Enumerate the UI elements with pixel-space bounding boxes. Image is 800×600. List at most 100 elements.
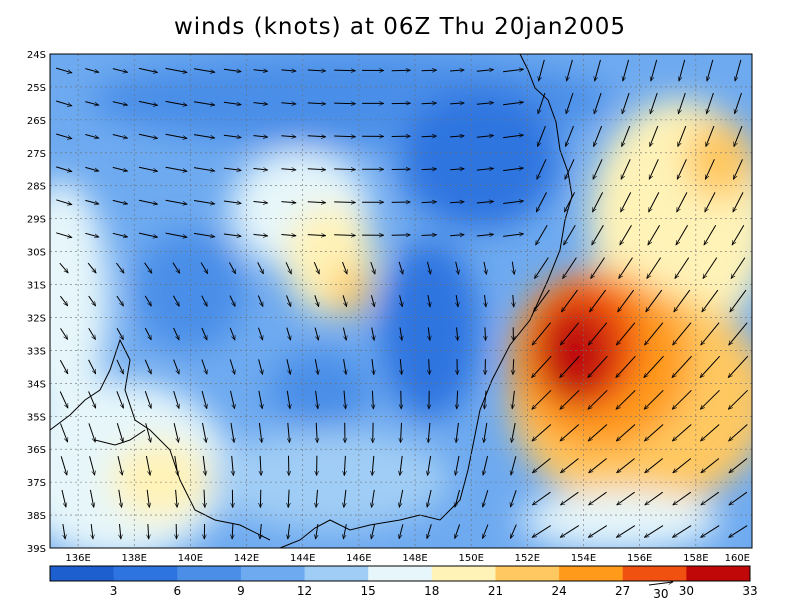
colorbar-swatch <box>622 566 687 581</box>
wind-arrow <box>566 92 574 114</box>
wind-arrow <box>342 327 346 341</box>
wind-arrow <box>193 167 215 171</box>
wind-arrow <box>400 327 402 341</box>
wind-arrow <box>200 262 209 274</box>
wind-arrow <box>165 232 188 237</box>
wind-arrow <box>334 70 355 71</box>
wind-arrow <box>229 327 235 340</box>
wind-arrow <box>588 389 608 409</box>
wind-arrow <box>672 355 692 377</box>
wind-arrow <box>532 525 551 538</box>
wind-arrow <box>707 59 714 81</box>
wind-arrow <box>88 359 97 374</box>
wind-arrow <box>675 224 689 245</box>
lat-tick-label: 36S <box>27 445 46 456</box>
wind-arrow <box>589 458 607 473</box>
wind-arrow <box>172 295 180 307</box>
lat-tick-label: 27S <box>27 149 46 160</box>
wind-arrow <box>701 525 720 538</box>
wind-arrow <box>648 192 660 212</box>
wind-arrow <box>537 125 546 147</box>
wind-arrow <box>483 455 488 475</box>
colorbar-swatch <box>686 566 751 581</box>
wind-arrow <box>428 455 432 475</box>
wind-arrow <box>485 294 487 307</box>
wind-arrow <box>701 322 720 345</box>
wind-arrow <box>676 159 687 179</box>
wind-arrow <box>622 92 630 114</box>
lat-tick-labels: 24S 25S 26S 27S 28S 29S 30S 31S 32S 33S 34S 35S 36S 3… <box>27 50 46 555</box>
wind-arrow <box>456 422 459 443</box>
lon-tick-label: 136E <box>65 553 90 564</box>
wind-arrow <box>532 389 552 409</box>
wind-arrow <box>533 289 550 312</box>
wind-arrow <box>201 390 207 409</box>
wind-arrow <box>343 359 347 374</box>
colorbar-label: 27 <box>615 584 630 598</box>
wind-arrow <box>138 67 158 72</box>
lon-tick-label: 138E <box>122 553 147 564</box>
wind-arrow <box>644 355 664 377</box>
wind-arrow <box>588 525 608 538</box>
wind-arrow <box>148 523 149 539</box>
wind-arrow <box>560 424 580 442</box>
wind-arrow <box>503 201 523 204</box>
wind-arrow <box>450 202 464 203</box>
lon-tick-label: 146E <box>346 553 371 564</box>
wind-arrow <box>173 422 179 442</box>
wind-arrow <box>91 524 93 539</box>
wind-arrow <box>674 289 691 312</box>
wind-arrow <box>313 262 320 274</box>
wind-arrow <box>650 92 658 114</box>
wind-arrow <box>286 359 291 374</box>
colorbar-label: 24 <box>551 584 566 598</box>
wind-arrow <box>258 422 261 443</box>
wind-arrow <box>731 224 745 245</box>
wind-arrow <box>316 524 318 539</box>
wind-arrow <box>201 359 207 375</box>
wind-arrow <box>421 235 437 236</box>
wind-arrow <box>56 232 72 238</box>
wind-arrow <box>88 391 97 408</box>
wind-arrow <box>193 68 215 72</box>
wind-arrow <box>476 234 494 236</box>
wind-arrow <box>650 125 659 147</box>
wind-arrow <box>144 295 152 306</box>
wind-arrow <box>120 523 121 539</box>
wind-arrow <box>307 103 326 104</box>
wind-arrow <box>400 455 403 476</box>
wind-arrow <box>281 103 296 104</box>
wind-arrow <box>63 524 65 539</box>
colorbar: 3 6 9 12 15 18 21 24 27 30 33 30 <box>49 565 758 600</box>
wind-arrow <box>679 59 686 81</box>
wind-arrow <box>112 199 128 204</box>
wind-arrow <box>616 355 636 377</box>
lat-tick-label: 24S <box>27 50 46 61</box>
wind-arrow <box>223 101 241 104</box>
wind-arrow <box>307 70 326 71</box>
wind-arrow <box>202 422 207 443</box>
wind-arrow <box>370 295 374 307</box>
wind-arrow <box>138 166 158 171</box>
wind-arrow <box>144 391 151 408</box>
grid-lines <box>50 54 752 548</box>
wind-arrow <box>165 100 188 105</box>
wind-arrow <box>678 92 686 114</box>
wind-arrow <box>565 125 574 147</box>
wind-arrow <box>673 322 692 345</box>
wind-arrow <box>592 159 603 179</box>
wind-arrow <box>455 489 460 507</box>
wind-arrow <box>616 525 636 538</box>
wind-arrow <box>426 261 430 274</box>
wind-arrow <box>728 389 748 409</box>
colorbar-label: 30 <box>679 584 694 598</box>
wind-arrow <box>316 390 318 409</box>
lon-tick-label: 144E <box>290 553 315 564</box>
wind-arrow <box>85 199 99 204</box>
wind-arrow <box>257 262 264 273</box>
wind-arrow <box>60 295 67 306</box>
wind-arrow <box>201 327 208 340</box>
wind-arrow <box>112 166 128 171</box>
wind-arrow <box>532 458 551 473</box>
